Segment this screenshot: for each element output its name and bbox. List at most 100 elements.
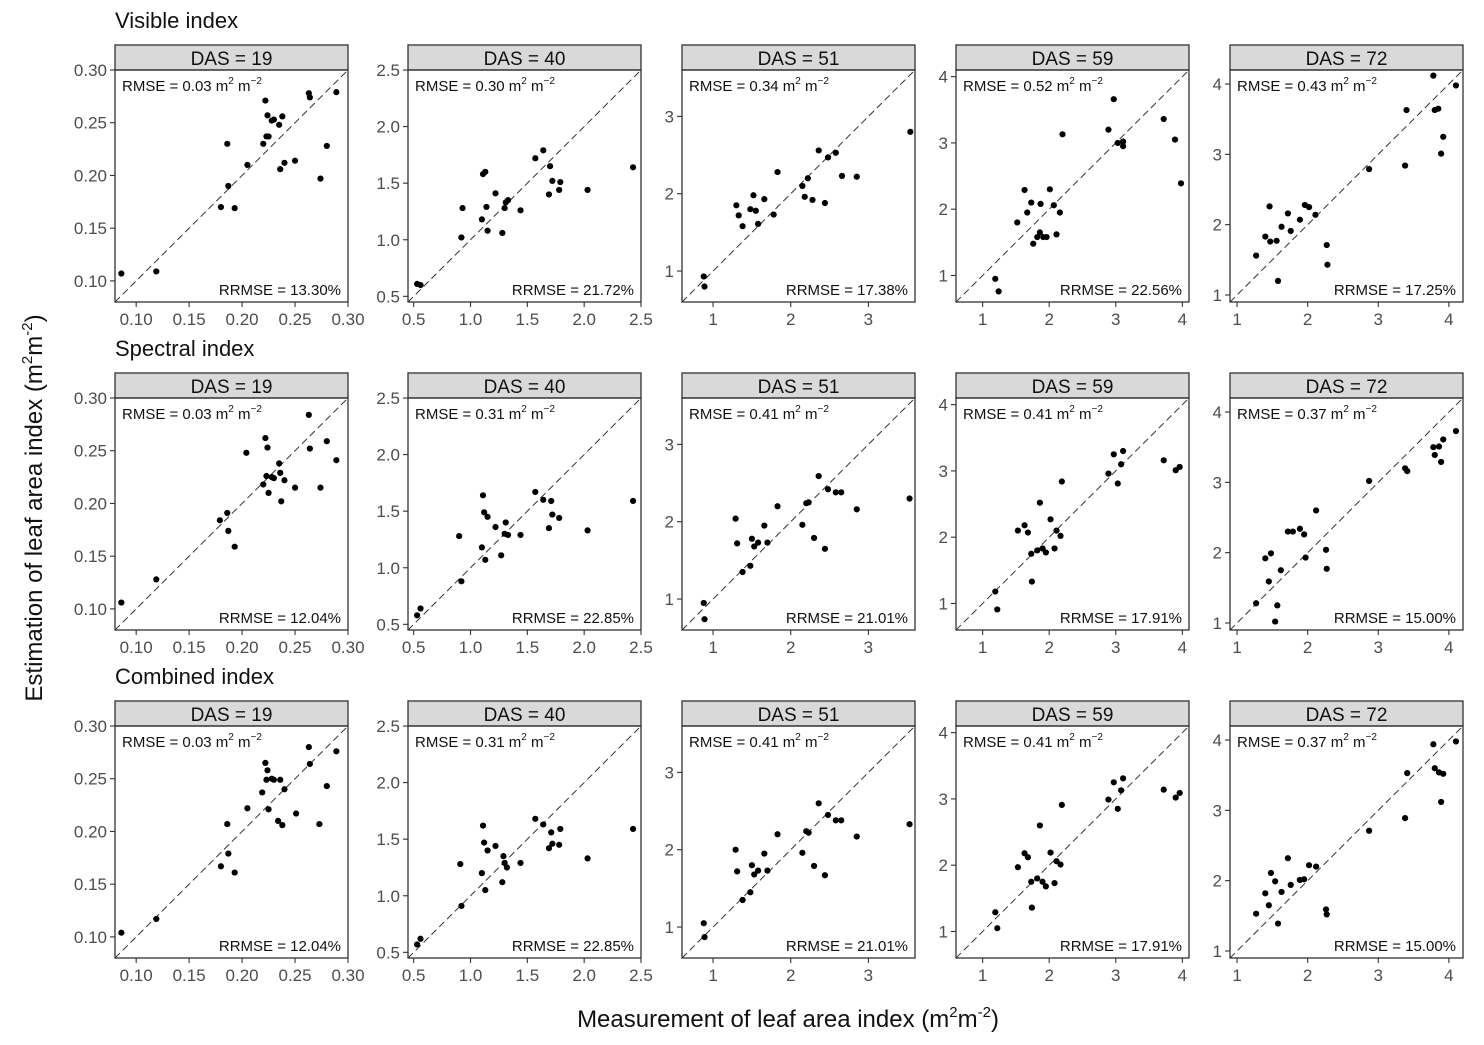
data-point [1056,209,1063,216]
one-to-one-line [1229,725,1464,959]
data-point [832,489,839,496]
x-tick-label: 2.0 [572,638,596,657]
data-point [799,521,806,528]
y-tick-label: 0.30 [74,61,107,80]
y-tick-label: 2 [1213,216,1222,235]
data-point [1105,126,1112,133]
x-tick-label: 3 [864,638,873,657]
data-point [532,815,539,822]
data-point [1430,72,1437,79]
data-point [231,205,238,212]
row-title: Spectral index [115,336,254,361]
data-point [216,517,223,524]
data-point [1110,451,1117,458]
data-point [1267,238,1274,245]
y-tick-label: 3 [665,435,674,454]
rrmse-annotation: RRMSE = 22.85% [512,938,634,955]
y-tick-label: 0.10 [74,272,107,291]
data-point [259,789,266,796]
data-point [1043,233,1050,241]
data-point [1265,902,1272,909]
data-point [244,161,251,169]
facet-strip-label: DAS = 40 [484,377,566,398]
data-point [517,859,524,867]
data-point [270,776,277,783]
data-point [1267,869,1275,877]
data-point [1322,546,1330,553]
x-tick-label: 0.10 [120,638,153,657]
data-point [545,845,553,852]
data-point [481,839,488,846]
rrmse-annotation: RRMSE = 15.00% [1334,938,1456,955]
data-point [153,576,160,583]
y-tick-label: 4 [1213,75,1222,94]
data-point [279,113,286,120]
data-point [1028,904,1035,911]
facet-strip [1229,372,1464,399]
data-point [1059,131,1066,138]
panel-border [681,397,916,631]
x-tick-label: 1 [708,966,717,985]
x-tick-label: 0.5 [402,638,426,657]
rrmse-annotation: RRMSE = 17.25% [1334,282,1456,299]
y-tick-label: 1.0 [376,559,400,578]
data-point [224,820,231,828]
data-point [1430,444,1437,451]
data-point [277,776,284,783]
x-tick-label: 0.5 [402,966,426,985]
x-tick-label: 4 [1444,638,1453,657]
rmse-annotation: RMSE = 0.30 m2 m−2 [415,76,555,95]
data-point [316,820,323,828]
data-point [549,511,556,518]
data-point [484,227,491,234]
data-point [1110,96,1117,103]
data-point [1274,602,1281,609]
data-point [482,556,489,563]
data-point [1322,906,1330,913]
one-to-one-line [407,69,642,303]
rrmse-annotation: RRMSE = 22.85% [512,610,634,627]
data-point [532,488,539,496]
data-point [1452,738,1460,745]
y-tick-label: 3 [1213,801,1222,820]
data-point [118,929,125,936]
scatter-panel: DAS = 19 0.10 0.10 0.15 0.15 0.20 0.20 0.25 0.25… [74,372,365,657]
panel-border [407,397,642,631]
x-tick-label: 0.25 [278,310,311,329]
data-point [556,186,563,194]
x-tick-label: 1.5 [516,638,540,657]
data-point [1114,480,1121,487]
data-point [992,909,999,916]
y-tick-label: 2.0 [376,446,400,465]
data-point [700,920,707,927]
y-tick-label: 4 [939,396,948,415]
data-point [279,822,286,829]
data-point [748,535,756,542]
y-tick-label: 1 [665,918,674,937]
y-tick-label: 1 [1213,286,1222,305]
panel-border [681,69,916,303]
y-tick-label: 1 [1213,942,1222,961]
data-point [1440,770,1447,777]
x-tick-label: 1 [978,310,987,329]
rmse-annotation: RMSE = 0.52 m2 m−2 [963,76,1103,95]
y-axis-title: Estimation of leaf area index (m2m-2) [19,314,48,701]
data-point [1058,478,1065,485]
scatter-panel: DAS = 40 0.50.5 1.0 1.0 1.5 1.5 2.0 2.0 2.5 2.5 RM… [376,700,653,985]
data-point [1302,554,1309,561]
data-point [270,475,277,482]
data-point [761,196,768,203]
row-group: Visible index DAS = 19 0.10 0.10 0.15 0.15 0.2… [74,8,1464,329]
rrmse-annotation: RRMSE = 17.38% [786,282,908,299]
data-point [482,168,489,175]
data-point [1039,878,1046,885]
data-point [277,469,284,476]
y-tick-label: 1 [939,594,948,613]
data-point [1287,227,1294,235]
rrmse-annotation: RRMSE = 17.91% [1060,610,1182,627]
data-point [293,810,300,817]
y-tick-label: 0.25 [74,770,107,789]
facet-strip-label: DAS = 19 [191,49,273,70]
data-point [751,543,758,550]
